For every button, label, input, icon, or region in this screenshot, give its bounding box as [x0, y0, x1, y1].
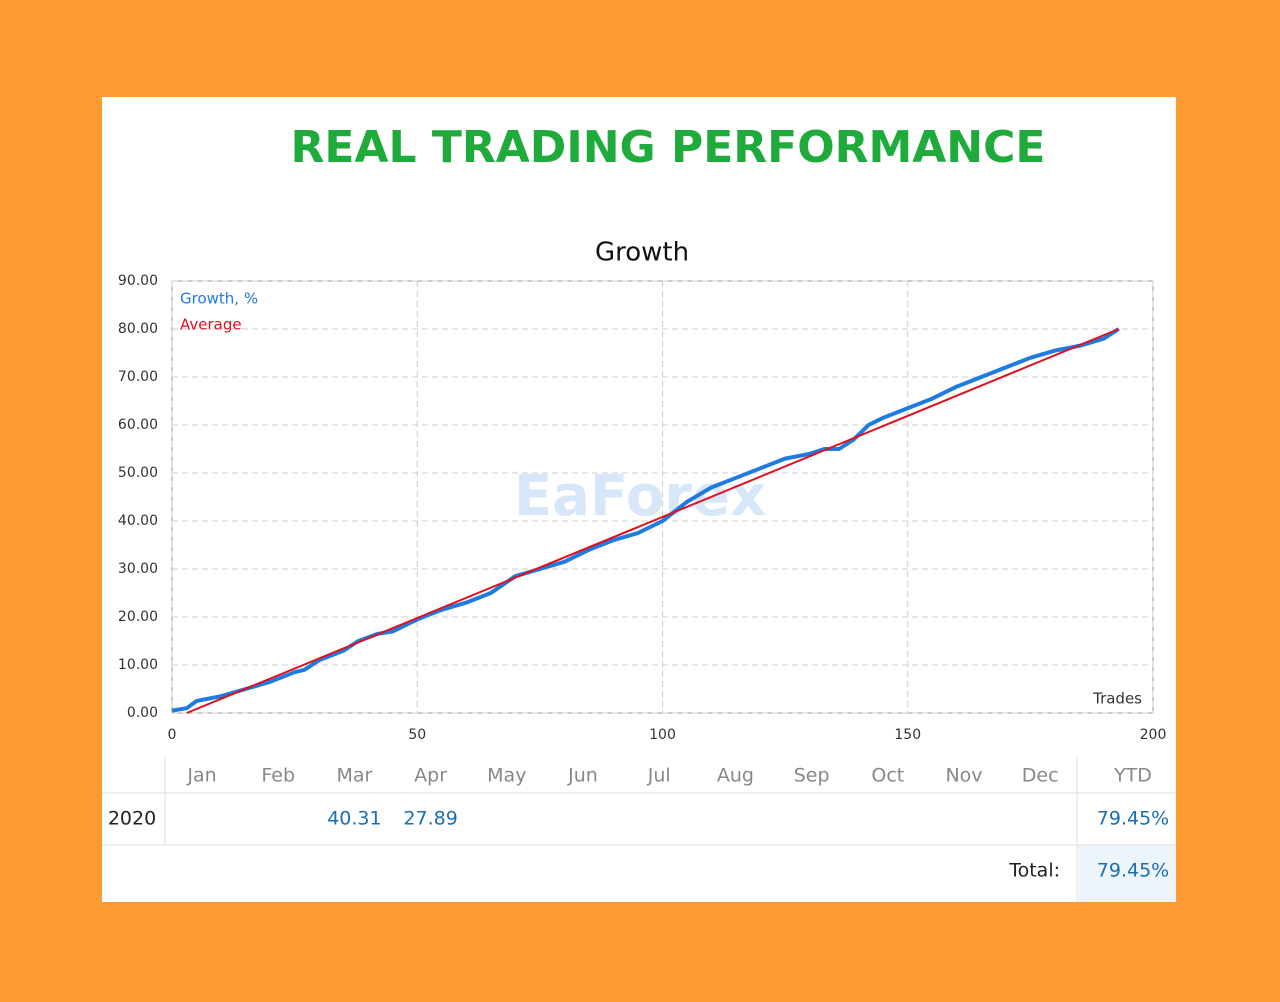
column-header: Jan	[186, 765, 216, 787]
y-tick-label: 60.00	[118, 417, 158, 433]
column-header: Aug	[717, 765, 754, 787]
x-tick-label: 200	[1140, 727, 1167, 743]
y-tick-label: 0.00	[127, 705, 158, 721]
column-header: Sep	[794, 765, 830, 787]
column-header: Nov	[945, 765, 982, 787]
panel	[102, 97, 1176, 902]
y-tick-label: 20.00	[118, 609, 158, 625]
y-tick-label: 10.00	[118, 657, 158, 673]
column-header: Jul	[647, 765, 671, 787]
x-tick-label: 150	[894, 727, 921, 743]
column-header: Dec	[1022, 765, 1059, 787]
legend-label: Average	[180, 316, 242, 334]
x-tick-label: 100	[649, 727, 676, 743]
y-tick-label: 30.00	[118, 561, 158, 577]
series-line	[186, 328, 1120, 714]
y-tick-label: 40.00	[118, 513, 158, 529]
total-label: Total:	[1008, 860, 1060, 882]
column-header: Oct	[871, 765, 904, 787]
table-cell: 27.89	[403, 808, 457, 830]
chart-title: Growth	[595, 238, 689, 268]
series-line	[171, 327, 1120, 713]
column-header: Mar	[336, 765, 372, 787]
column-header: YTD	[1113, 765, 1152, 787]
x-axis-label: Trades	[1092, 690, 1142, 708]
table	[102, 758, 1176, 902]
y-tick-label: 70.00	[118, 369, 158, 385]
column-header: May	[487, 765, 526, 787]
column-header: Apr	[414, 765, 447, 787]
x-tick-label: 0	[168, 727, 177, 743]
y-tick-label: 80.00	[118, 321, 158, 337]
y-tick-label: 50.00	[118, 465, 158, 481]
column-header: Jun	[567, 765, 598, 787]
y-tick-label: 90.00	[118, 273, 158, 289]
column-header: Feb	[261, 765, 295, 787]
legend-label: Growth, %	[180, 290, 258, 308]
table-cell: 79.45%	[1097, 808, 1169, 830]
x-tick-label: 50	[408, 727, 426, 743]
total-value: 79.45%	[1097, 860, 1169, 882]
table-cell: 40.31	[327, 808, 381, 830]
watermark: EaForex	[514, 464, 766, 529]
row-label: 2020	[108, 808, 156, 830]
page-title: REAL TRADING PERFORMANCE	[291, 122, 1046, 173]
